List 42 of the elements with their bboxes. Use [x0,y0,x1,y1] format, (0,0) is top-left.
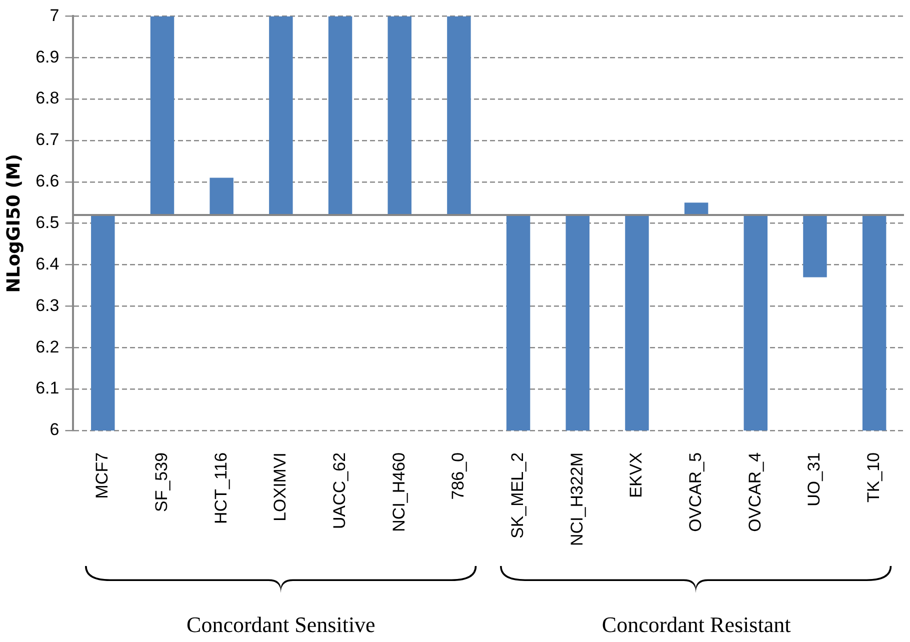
y-tick-label: 6.5 [36,213,60,232]
text: Concordant Sensitive [186,612,376,638]
y-tick-label: 6.1 [36,378,60,398]
y-tick-label: 6.7 [36,130,60,150]
x-tick-label: SK_MEL_2 [508,452,527,538]
bar [91,215,115,430]
y-tick-label: 6.2 [36,337,60,356]
y-tick-label: 6.8 [36,88,60,108]
y-axis-title: NLogGI50 (M) [3,154,24,293]
bar [803,215,827,278]
x-tick-label: HCT_116 [211,452,230,524]
bar [684,202,708,216]
y-tick-label: 6 [50,420,60,440]
bar [862,215,886,430]
y-tick-label: 6.4 [36,254,60,274]
bar [447,16,471,216]
y-tick-label: 6.6 [36,172,60,191]
bar [506,215,530,430]
y-tick-label: 6.3 [36,296,60,315]
bar [566,215,590,430]
x-tick-label: NCI_H460 [389,452,408,532]
x-tick-label: SF_539 [152,452,171,512]
bar [269,16,293,216]
y-tick-label: 7 [50,6,60,25]
x-tick-label: UO_31 [804,452,824,506]
bar [210,178,234,216]
bar [744,215,768,430]
text: Concordant Resistant [600,612,792,638]
x-tick-label: TK_10 [864,452,884,503]
x-tick-label: LOXIMVI [270,452,290,522]
x-tick-label: OVCAR_5 [686,452,705,532]
bar [625,215,649,430]
bar [328,16,352,216]
x-tick-label: EKVX [626,452,646,498]
x-tick-label: UACC_62 [330,452,349,530]
x-tick-label: NCI_H322M [567,452,586,546]
x-tick-label: 786_0 [448,452,468,500]
x-tick-label: MCF7 [92,452,112,499]
x-tick-label: OVCAR_4 [745,452,764,532]
y-tick-label: 6.9 [36,47,60,66]
bar [150,16,174,216]
bar [388,16,412,216]
